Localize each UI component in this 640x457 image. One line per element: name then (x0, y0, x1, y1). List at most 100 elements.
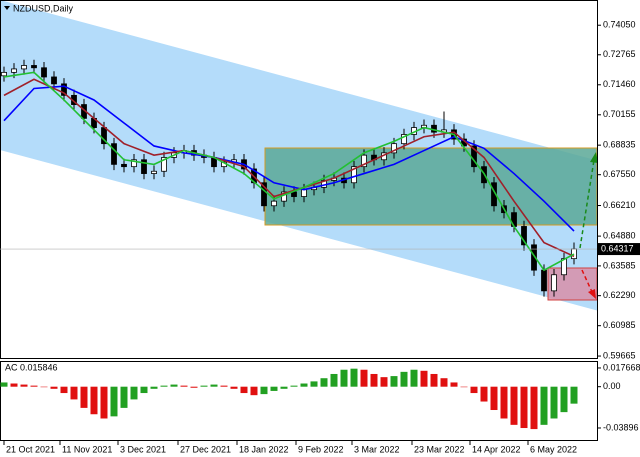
ac-bar (80, 386, 88, 408)
candle-body (391, 143, 397, 154)
candle-body (51, 76, 57, 85)
ac-bar (120, 386, 128, 408)
ac-bar (90, 386, 98, 415)
y-tick-label: 0.70155 (603, 109, 636, 119)
ac-bar (380, 377, 388, 387)
indicator-tick-label: -0.03896 (603, 422, 639, 432)
indicator-frame (0, 361, 598, 441)
moving-average (3, 71, 575, 272)
ac-bar (550, 386, 558, 419)
y-tick-label: 0.63585 (603, 260, 636, 270)
ac-bar (60, 386, 68, 394)
candle-body (111, 143, 117, 165)
candle-body (521, 226, 527, 246)
ac-bar (330, 373, 338, 387)
ac-bar (130, 386, 138, 400)
y-tick-label: 0.64880 (603, 230, 636, 240)
ac-bar (410, 369, 418, 387)
candle-body (11, 68, 17, 73)
ac-bar (340, 369, 348, 387)
ac-bar (540, 386, 548, 425)
ac-bar (530, 386, 538, 430)
ac-bar (570, 386, 578, 404)
ac-bar (320, 378, 328, 387)
x-tick-label: 21 Oct 2021 (6, 444, 55, 454)
candle-body (571, 248, 577, 260)
ac-bar (370, 373, 378, 387)
drawings (0, 0, 597, 311)
candle-body (261, 182, 267, 207)
last-price-box (598, 243, 640, 256)
candle-body (541, 269, 547, 292)
ac-bar (50, 386, 58, 389)
x-tick-label: 27 Dec 2021 (180, 444, 231, 454)
candle-body (401, 134, 407, 145)
ac-bar (290, 385, 298, 387)
candle-body (301, 189, 307, 197)
arrows (579, 152, 598, 299)
candle-body (121, 163, 127, 168)
y-tick-label: 0.74050 (603, 20, 636, 30)
candle-body (61, 83, 67, 96)
y-tick-label: 0.62290 (603, 290, 636, 300)
x-tick-label: 11 Nov 2021 (62, 444, 112, 454)
candle-body (1, 71, 7, 77)
menu-icon (4, 6, 10, 10)
y-tick-label: 0.60985 (603, 320, 636, 330)
y-tick-label: 0.67550 (603, 169, 636, 179)
ac-bar (280, 386, 288, 389)
ac-bar (520, 386, 528, 429)
ac-bar (400, 371, 408, 387)
ac-bar (230, 386, 238, 389)
ac-bar (300, 383, 308, 387)
candle-body (531, 244, 537, 271)
indicator-tick-label: 0.00 (603, 381, 621, 391)
ac-bar (240, 386, 248, 394)
candle-body (131, 159, 137, 168)
ac-bar (350, 368, 358, 387)
ac-bar (270, 386, 278, 391)
ac-bar (460, 386, 468, 388)
ac-bar (440, 378, 448, 387)
ac-bar (210, 384, 218, 387)
up-arrow-head (590, 152, 598, 163)
ac-bar (450, 382, 458, 387)
candle-body (41, 67, 47, 78)
ac-bar (360, 369, 368, 387)
candle-body (151, 170, 157, 174)
x-tick-label: 6 May 2022 (530, 444, 577, 454)
x-tick-label: 18 Jan 2022 (239, 444, 289, 454)
ac-bar (260, 386, 268, 395)
y-tick-label: 0.68835 (603, 140, 636, 150)
ac-bar (510, 386, 518, 425)
ac-bar (40, 386, 48, 388)
indicator-tick-label: 0.017668 (603, 362, 640, 372)
indicator-title: AC 0.015846 (5, 362, 58, 372)
candle-body (551, 274, 557, 292)
ac-bar (250, 386, 258, 396)
ac-bar (430, 373, 438, 387)
x-tick-label: 3 Dec 2021 (120, 444, 166, 454)
ac-bar (0, 382, 8, 387)
ac-bar (140, 386, 148, 394)
ac-bar (190, 386, 198, 388)
moving-average (3, 85, 575, 232)
x-tick-label: 14 Apr 2022 (472, 444, 521, 454)
ac-bar (10, 383, 18, 387)
candle-body (31, 65, 37, 69)
ac-bar (200, 385, 208, 387)
chart-title: NZDUSD,Daily (13, 3, 74, 13)
last-price-label: 0.64317 (601, 243, 634, 253)
candle-body (351, 166, 357, 184)
x-tick-label: 3 Mar 2022 (354, 444, 400, 454)
y-tick-label: 0.66210 (603, 200, 636, 210)
down-arrow-head (588, 289, 596, 299)
ac-bar (220, 385, 228, 387)
moving-average (3, 78, 575, 258)
plot (1, 59, 577, 297)
y-tick-label: 0.72765 (603, 49, 636, 59)
main-frame (0, 0, 598, 359)
ac-bar (390, 376, 398, 387)
ac-bar (160, 385, 168, 387)
